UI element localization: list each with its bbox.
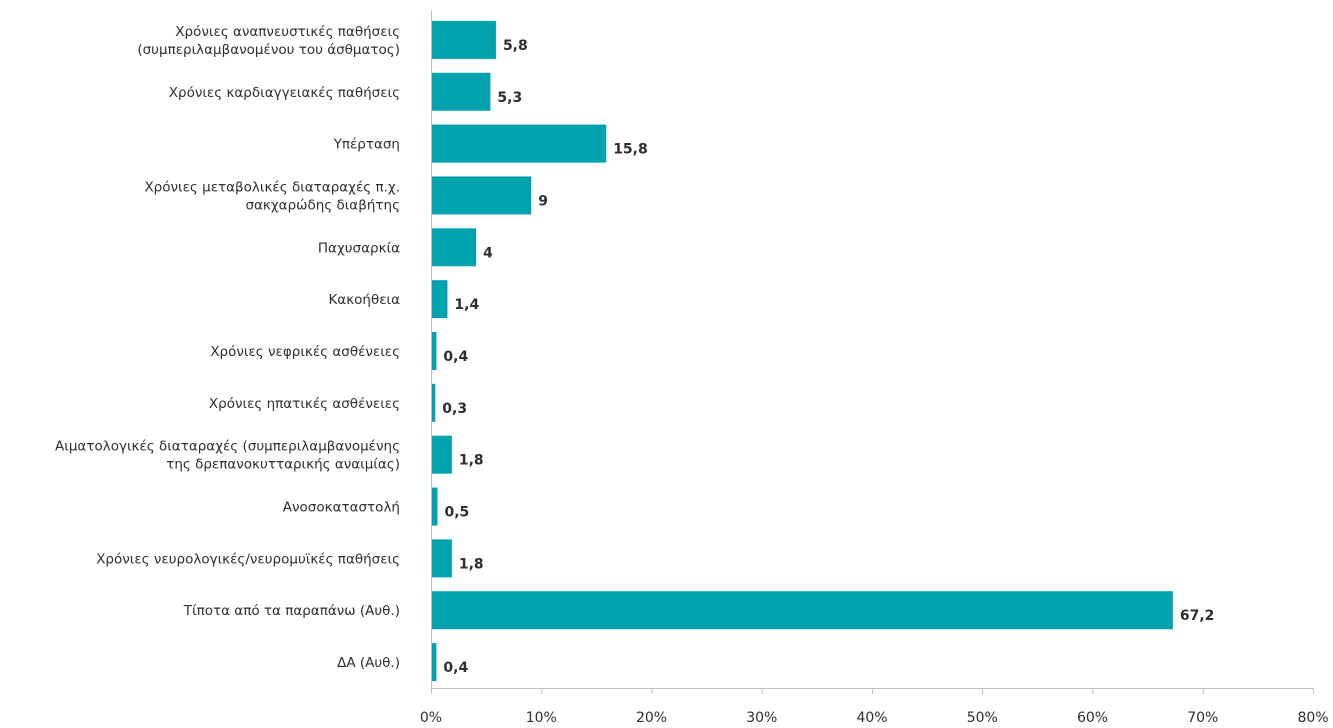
- bar: [432, 176, 532, 215]
- category-label: Χρόνιες νεφρικές ασθένειες: [210, 344, 400, 360]
- value-label: 67,2: [1180, 608, 1215, 624]
- bar: [432, 72, 491, 111]
- value-label: 4: [483, 245, 493, 261]
- x-tick-label: 60%: [1077, 710, 1108, 726]
- value-label: 5,3: [497, 90, 522, 106]
- x-tick-label: 0%: [420, 710, 442, 726]
- bar: [432, 228, 477, 267]
- x-tick-label: 40%: [856, 710, 887, 726]
- value-label: 1,8: [459, 453, 484, 469]
- value-label: 0,3: [442, 401, 467, 417]
- bar: [432, 435, 452, 474]
- x-tick-label: 70%: [1187, 710, 1218, 726]
- x-tick-label: 50%: [967, 710, 998, 726]
- category-label: Χρόνιες καρδιαγγειακές παθήσεις: [169, 85, 400, 101]
- category-label: Χρόνιες μεταβολικές διαταραχές π.χ. σακχα…: [144, 179, 400, 213]
- x-tick-label: 30%: [746, 710, 777, 726]
- category-label: Χρόνιες ηπατικές ασθένειες: [209, 396, 400, 412]
- value-label: 0,4: [443, 660, 468, 676]
- bar: [432, 124, 607, 163]
- x-tick-label: 80%: [1297, 710, 1328, 726]
- category-label: Χρόνιες αναπνευστικές παθήσεις (συμπεριλα…: [137, 24, 400, 58]
- value-label: 15,8: [613, 142, 648, 158]
- category-label: Παχυσαρκία: [318, 240, 400, 256]
- category-label: Χρόνιες νευρολογικές/νευρομυϊκές παθήσει…: [96, 551, 400, 567]
- bar: [432, 280, 448, 319]
- category-label: Ανοσοκαταστολή: [283, 500, 400, 516]
- bar: [432, 643, 437, 682]
- value-label: 5,8: [503, 38, 528, 54]
- bar: [432, 591, 1173, 630]
- category-label: Αιματολογικές διαταραχές (συμπεριλαμβανο…: [55, 439, 400, 473]
- bar: [432, 487, 438, 526]
- category-label: ΔΑ (Αυθ.): [337, 655, 400, 671]
- category-label: Υπέρταση: [333, 137, 400, 153]
- bar: [432, 332, 437, 370]
- x-tick-label: 10%: [526, 710, 557, 726]
- value-label: 1,4: [454, 297, 479, 313]
- value-label: 0,4: [443, 349, 468, 365]
- value-label: 9: [538, 193, 548, 209]
- category-label: Τίποτα από τα παραπάνω (Αυθ.): [183, 603, 400, 619]
- category-label: Κακοήθεια: [328, 292, 400, 308]
- value-label: 0,5: [445, 505, 470, 521]
- bar: [432, 539, 452, 578]
- x-tick-label: 20%: [636, 710, 667, 726]
- value-label: 1,8: [459, 556, 484, 572]
- bar: [432, 20, 496, 59]
- bar: [432, 383, 436, 422]
